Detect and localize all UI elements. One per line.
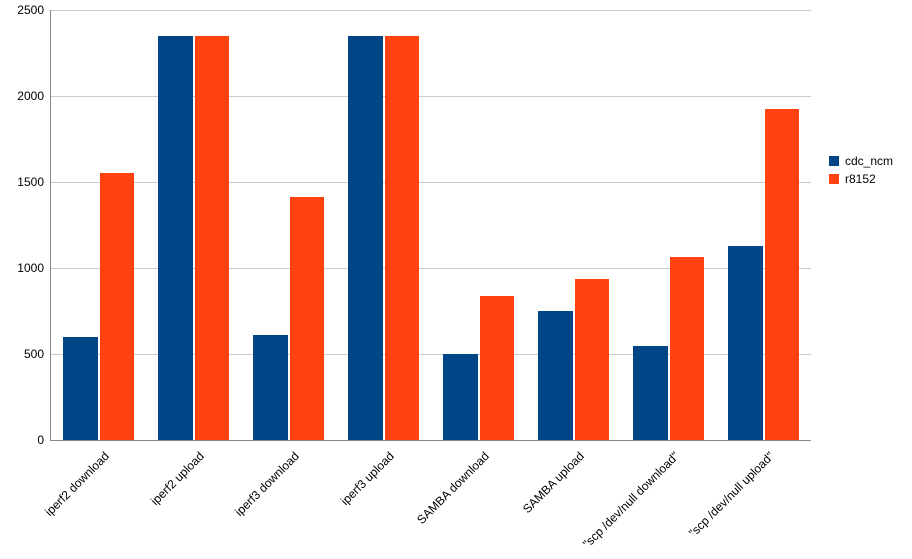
x-tick-label: iperf3 download [232, 449, 302, 519]
bar-group [51, 10, 146, 440]
y-tick-label: 2000 [17, 89, 44, 103]
y-tick-label: 0 [37, 433, 44, 447]
bar-group [621, 10, 716, 440]
bar-group [241, 10, 336, 440]
x-tick-label: iperf3 upload [337, 449, 396, 508]
bar [670, 257, 704, 440]
plot-area [50, 10, 811, 441]
bar [253, 335, 287, 440]
y-tick-label: 500 [24, 347, 44, 361]
chart-container [50, 10, 811, 441]
legend-item: cdc_ncm [829, 154, 893, 168]
bar-group [146, 10, 241, 440]
bar [480, 296, 514, 440]
x-tick-label: iperf2 download [42, 449, 112, 519]
x-tick-label: iperf2 upload [147, 449, 206, 508]
y-axis-labels: 05001000150020002500 [10, 10, 50, 440]
bar [348, 36, 382, 440]
bar [290, 197, 324, 440]
bar-group [716, 10, 811, 440]
bar-group [431, 10, 526, 440]
bar [195, 36, 229, 440]
bar [728, 246, 762, 440]
bar [538, 311, 572, 440]
bar [158, 36, 192, 440]
x-tick-label: SAMBA download [414, 449, 492, 527]
bar [633, 346, 667, 440]
legend-label: r8152 [845, 172, 876, 186]
bar [765, 109, 799, 440]
legend-swatch [829, 174, 839, 184]
bar [100, 173, 134, 440]
bar-group [526, 10, 621, 440]
x-tick-label: SAMBA upload [519, 449, 586, 516]
x-axis-labels: iperf2 downloadiperf2 uploadiperf3 downl… [50, 441, 810, 531]
legend: cdc_ncm r8152 [829, 150, 893, 190]
legend-item: r8152 [829, 172, 893, 186]
bars-layer [51, 10, 811, 440]
y-tick-label: 1500 [17, 175, 44, 189]
chart-root: 05001000150020002500 iperf2 downloadiper… [10, 10, 902, 531]
x-tick-label: "scp /dev/null download" [580, 449, 682, 551]
bar-group [336, 10, 431, 440]
legend-swatch [829, 156, 839, 166]
y-tick-label: 1000 [17, 261, 44, 275]
bar [63, 337, 97, 440]
legend-label: cdc_ncm [845, 154, 893, 168]
bar [575, 279, 609, 440]
bar [443, 354, 477, 440]
bar [385, 36, 419, 440]
y-tick-label: 2500 [17, 3, 44, 17]
x-tick-label: "scp /dev/null upload" [685, 449, 776, 540]
